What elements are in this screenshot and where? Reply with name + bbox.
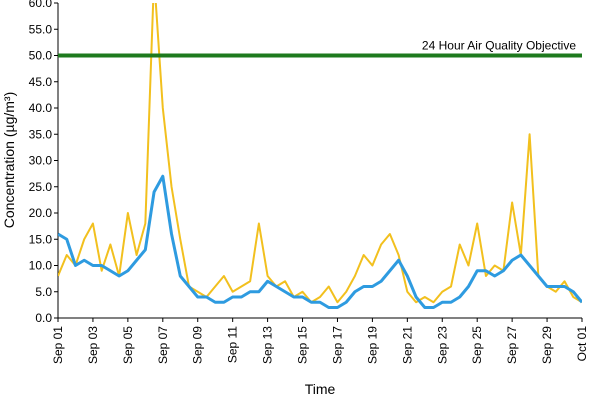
objective-label: 24 Hour Air Quality Objective — [422, 39, 576, 53]
y-tick-label: 0.0 — [35, 311, 52, 325]
x-tick-label: Sep 05 — [121, 326, 135, 364]
y-tick-label: 60.0 — [29, 0, 53, 10]
x-tick-label: Sep 19 — [365, 326, 379, 364]
y-tick-label: 45.0 — [29, 75, 53, 89]
x-tick-label: Sep 11 — [226, 326, 240, 363]
x-tick-label: Sep 03 — [86, 326, 100, 364]
y-tick-label: 55.0 — [29, 22, 53, 36]
y-tick-label: 10.0 — [29, 259, 53, 273]
x-tick-label: Sep 13 — [261, 326, 275, 364]
y-tick-label: 25.0 — [29, 180, 53, 194]
x-tick-label: Sep 23 — [435, 326, 449, 364]
y-tick-label: 15.0 — [29, 232, 53, 246]
x-tick-label: Sep 07 — [156, 326, 170, 364]
y-tick-label: 20.0 — [29, 206, 53, 220]
x-axis-title: Time — [305, 381, 336, 397]
y-tick-label: 35.0 — [29, 127, 53, 141]
y-axis-title: Concentration (µg/m³) — [1, 92, 17, 228]
x-tick-label: Sep 09 — [191, 326, 205, 364]
x-tick-label: Sep 01 — [51, 326, 65, 364]
y-tick-label: 40.0 — [29, 101, 53, 115]
x-tick-label: Sep 25 — [470, 326, 484, 364]
x-tick-label: Sep 27 — [505, 326, 519, 364]
y-tick-label: 50.0 — [29, 49, 53, 63]
x-tick-label: Sep 17 — [330, 326, 344, 364]
x-tick-label: Sep 15 — [296, 326, 310, 364]
plot-area — [58, 3, 582, 309]
x-tick-label: Sep 21 — [400, 326, 414, 364]
x-tick-label: Oct 01 — [575, 326, 589, 362]
series-line — [58, 3, 582, 304]
series-line — [58, 174, 582, 309]
y-tick-label: 5.0 — [35, 285, 52, 299]
y-tick-label: 30.0 — [29, 154, 53, 168]
x-tick-label: Sep 29 — [540, 326, 554, 364]
